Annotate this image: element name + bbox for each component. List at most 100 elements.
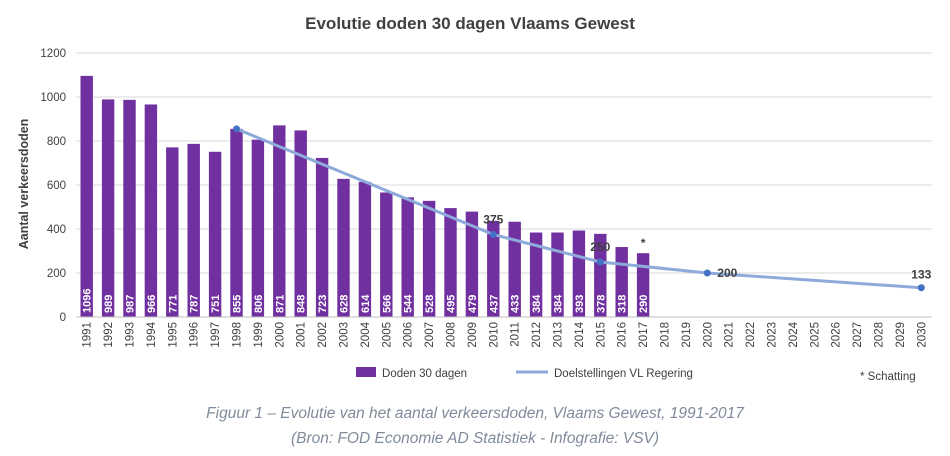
x-tick-label: 1994 <box>146 321 158 347</box>
target-point-label: 375 <box>483 213 503 227</box>
bar <box>208 151 222 317</box>
bar-value-label: 966 <box>146 295 158 313</box>
bar-value-label: 544 <box>403 294 415 313</box>
y-tick-label: 600 <box>47 180 66 192</box>
legend-line-label: Doelstellingen VL Regering <box>554 368 693 380</box>
bar-value-label: 384 <box>553 294 565 313</box>
bar <box>166 147 179 317</box>
bar-value-label: 806 <box>253 295 265 313</box>
y-tick-label: 400 <box>47 224 66 236</box>
target-point <box>703 269 711 277</box>
target-point <box>489 231 497 238</box>
y-tick-label: 1200 <box>40 48 66 60</box>
bar-value-label: 987 <box>125 295 137 313</box>
x-tick-label: 2007 <box>424 322 436 348</box>
x-tick-label: 2006 <box>403 322 415 348</box>
target-point-label: 200 <box>717 266 737 280</box>
bar <box>401 197 414 317</box>
bar <box>251 139 265 317</box>
bar <box>123 99 136 317</box>
x-tick-label: 2002 <box>317 322 329 348</box>
x-tick-label: 2003 <box>339 322 351 348</box>
bar-value-label: 723 <box>317 295 329 313</box>
bar-value-label: 479 <box>467 295 479 313</box>
bar <box>594 233 607 317</box>
y-tick-label: 200 <box>47 268 66 280</box>
bar <box>422 200 436 317</box>
x-tick-label: 1992 <box>103 322 115 348</box>
x-tick-label: 2001 <box>296 322 308 348</box>
estimate-note: * Schatting <box>860 371 916 383</box>
bar-value-label: 855 <box>232 295 244 313</box>
legend-bar-label: Doden 30 dagen <box>382 368 467 380</box>
bar <box>465 211 479 317</box>
legend: Doden 30 dagen Doelstellingen VL Regerin… <box>356 367 916 383</box>
x-tick-label: 2021 <box>724 322 736 348</box>
bar <box>273 125 286 317</box>
x-tick-label: 2008 <box>446 322 458 348</box>
x-tick-label: 2017 <box>638 322 650 348</box>
bar-value-label: 566 <box>381 295 393 313</box>
target-point-label: 133 <box>911 268 931 282</box>
x-tick-label: 2024 <box>788 321 800 347</box>
bars <box>80 75 650 317</box>
bar-value-label: 433 <box>510 295 522 313</box>
bar-value-label: 628 <box>339 295 351 313</box>
x-tick-label: 1995 <box>167 322 179 348</box>
bar-value-label: 528 <box>424 295 436 313</box>
bar <box>337 178 350 317</box>
x-tick-label: 1991 <box>82 322 94 348</box>
bar-value-label: 989 <box>103 295 115 313</box>
target-point <box>596 258 604 266</box>
bar <box>636 253 650 317</box>
bar-value-label: 384 <box>531 294 543 313</box>
x-tick-label: 2011 <box>510 322 522 347</box>
x-tick-label: 2020 <box>702 322 714 348</box>
x-tick-label: 2012 <box>531 322 543 348</box>
target-point-label: 250 <box>590 240 610 254</box>
bar-value-label: 437 <box>488 295 500 313</box>
x-tick-label: 2010 <box>488 322 500 348</box>
x-tick-label: 2000 <box>274 322 286 348</box>
x-tick-label: 2022 <box>745 322 757 348</box>
target-point <box>917 284 925 292</box>
x-tick-label: 2004 <box>360 321 372 347</box>
bar-value-label: 787 <box>189 295 201 313</box>
bar <box>572 230 586 317</box>
bar <box>444 208 457 317</box>
bar <box>551 232 564 317</box>
bar <box>358 181 372 317</box>
x-tick-label: 2025 <box>809 322 821 348</box>
x-tick-label: 1997 <box>210 322 222 348</box>
bar-value-label: 393 <box>574 295 586 313</box>
x-tick-label: 1996 <box>189 322 201 348</box>
x-tick-label: 2009 <box>467 322 479 348</box>
caption-line-2: (Bron: FOD Economie AD Statistiek - Info… <box>291 430 659 447</box>
y-tick-label: 800 <box>47 136 66 148</box>
gridlines <box>76 52 932 318</box>
bar-value-label: 1096 <box>82 289 94 313</box>
x-tick-label: 2030 <box>916 322 928 348</box>
bar <box>529 232 543 317</box>
y-axis-title: Aantal verkeersdoden <box>17 119 31 250</box>
bar-value-label: 318 <box>617 295 629 313</box>
y-tick-label: 0 <box>60 312 66 324</box>
y-tick-label: 1000 <box>40 92 66 104</box>
x-tick-label: 2018 <box>660 322 672 348</box>
x-tick-label: 2023 <box>767 322 779 348</box>
x-tick-label: 2013 <box>553 322 565 348</box>
y-axis: 0 200 400 600 800 1000 1200 <box>40 48 66 324</box>
bar <box>380 192 393 317</box>
x-tick-label: 2016 <box>617 322 629 348</box>
x-tick-label: 2005 <box>381 322 393 348</box>
bar-value-label: 751 <box>210 295 222 313</box>
bar <box>187 143 200 317</box>
bar <box>144 104 158 317</box>
bar <box>315 157 329 317</box>
x-tick-label: 1998 <box>232 322 244 348</box>
bar <box>294 130 307 317</box>
bar <box>101 99 115 317</box>
x-tick-label: 2028 <box>874 322 886 348</box>
bar <box>508 221 521 317</box>
